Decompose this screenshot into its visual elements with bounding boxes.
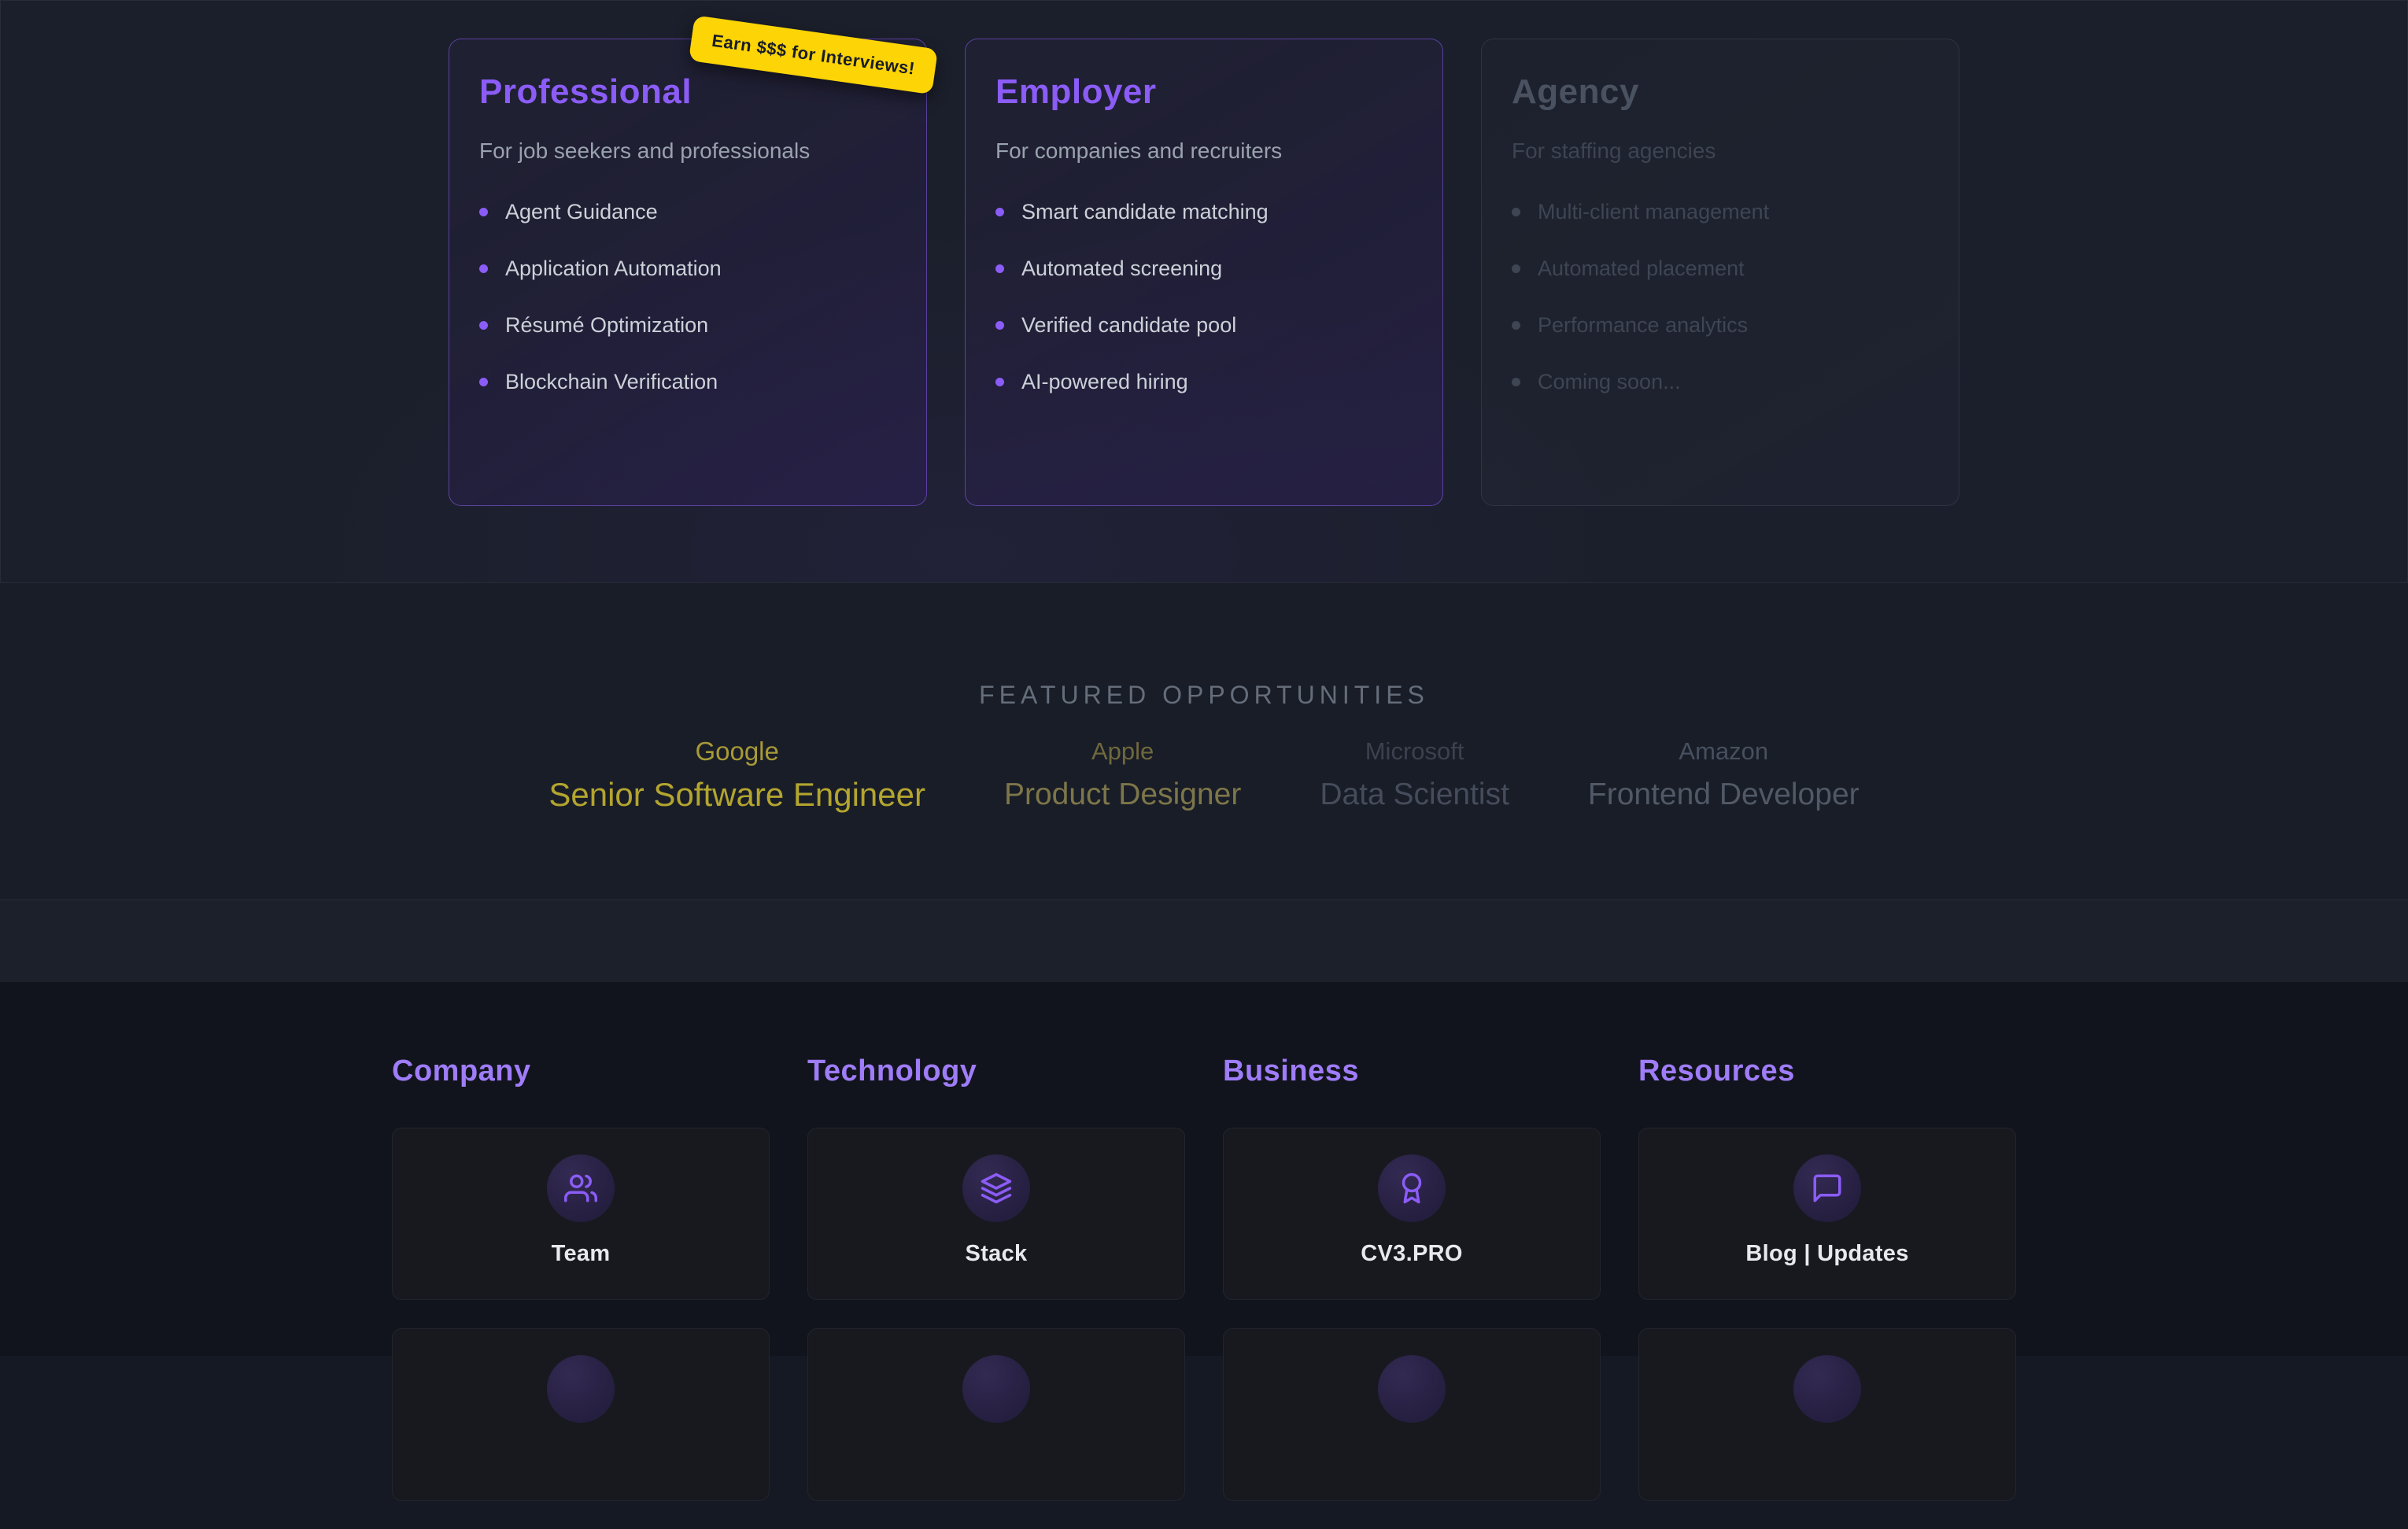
feature-label: Automated screening (1021, 257, 1223, 280)
footer-card-blog-updates[interactable]: Blog | Updates (1638, 1128, 2016, 1300)
feature-label: Performance analytics (1538, 313, 1749, 337)
plan-title: Employer (995, 72, 1157, 111)
plan-title: Agency (1512, 72, 1639, 111)
footer-heading-resources: Resources (1638, 1054, 1795, 1088)
partial-card-icon-circle (1793, 1355, 1861, 1423)
feature-label: AI-powered hiring (1021, 370, 1188, 393)
bullet-dot-icon (995, 320, 1004, 330)
bullet-dot-icon (1512, 264, 1520, 273)
bullet-dot-icon (995, 264, 1004, 273)
plan-feature: Verified candidate pool (995, 314, 1413, 336)
plan-feature: Blockchain Verification (479, 371, 896, 393)
footer-card-partial[interactable] (1223, 1328, 1601, 1501)
plan-card-professional[interactable]: Professional For job seekers and professi… (449, 39, 927, 506)
plan-feature: Coming soon... (1512, 371, 1929, 393)
footer-column-resources: Resources Blog | Updates (1638, 1054, 2016, 1529)
feature-label: Application Automation (505, 257, 722, 280)
feature-label: Verified candidate pool (1021, 313, 1237, 337)
plan-feature: Automated screening (995, 257, 1413, 279)
footer-card-partial[interactable] (1638, 1328, 2016, 1501)
feature-label: Multi-client management (1538, 200, 1770, 223)
plan-feature-list: Multi-client management Automated placeme… (1512, 201, 1929, 393)
featured-job-apple: Apple Product Designer (1004, 738, 1241, 812)
bullet-dot-icon (1512, 377, 1520, 386)
bullet-dot-icon (479, 377, 488, 386)
featured-opportunities-section: FEATURED OPPORTUNITIES Google Senior Soft… (0, 583, 2408, 899)
footer-card-label: Stack (965, 1241, 1028, 1266)
footer-card-label: CV3.PRO (1361, 1241, 1463, 1266)
job-role: Data Scientist (1320, 777, 1509, 811)
plan-feature: Application Automation (479, 257, 896, 279)
job-company: Google (695, 737, 779, 766)
footer-card-cv3-pro[interactable]: CV3.PRO (1223, 1128, 1601, 1300)
footer-card-label: Blog | Updates (1745, 1241, 1909, 1266)
plan-feature: Performance analytics (1512, 314, 1929, 336)
plan-feature-list: Agent Guidance Application Automation Résu… (479, 201, 896, 393)
bullet-dot-icon (995, 377, 1004, 386)
footer-column-company: Company Team (392, 1054, 770, 1529)
featured-heading: FEATURED OPPORTUNITIES (979, 681, 1429, 709)
plans-section: Earn $$$ for Interviews! Professional For… (0, 0, 2408, 583)
plan-title: Professional (479, 72, 692, 111)
plan-feature: Agent Guidance (479, 201, 896, 223)
users-icon (547, 1154, 615, 1222)
bullet-dot-icon (1512, 320, 1520, 330)
job-company: Apple (1091, 737, 1154, 765)
award-icon (1378, 1154, 1446, 1222)
featured-job-amazon: Amazon Frontend Developer (1588, 738, 1860, 812)
footer-card-label: Team (551, 1241, 611, 1266)
bullet-dot-icon (479, 320, 488, 330)
footer-card-team[interactable]: Team (392, 1128, 770, 1300)
feature-label: Résumé Optimization (505, 313, 709, 337)
feature-label: Agent Guidance (505, 200, 658, 223)
bullet-dot-icon (479, 264, 488, 273)
footer-column-technology: Technology Stack (807, 1054, 1185, 1529)
plan-card-agency: Agency For staffing agencies Multi-client … (1481, 39, 1959, 506)
job-role: Product Designer (1003, 777, 1242, 811)
plan-subtitle: For job seekers and professionals (479, 138, 811, 163)
footer-card-stack[interactable]: Stack (807, 1128, 1185, 1300)
plan-feature: Résumé Optimization (479, 314, 896, 336)
partial-card-icon-circle (1378, 1355, 1446, 1423)
plan-feature: Multi-client management (1512, 201, 1929, 223)
bullet-dot-icon (995, 207, 1004, 216)
bullet-dot-icon (479, 207, 488, 216)
footer-heading-business: Business (1223, 1054, 1359, 1088)
footer-card-partial[interactable] (392, 1328, 770, 1501)
plan-subtitle: For companies and recruiters (995, 138, 1283, 163)
footer: Company Team Technology Stack Business CV3.PR… (0, 982, 2408, 1501)
plan-feature: Automated placement (1512, 257, 1929, 279)
footer-heading-technology: Technology (807, 1054, 977, 1088)
feature-label: Automated placement (1538, 257, 1745, 280)
job-company: Amazon (1679, 737, 1769, 765)
bullet-dot-icon (1512, 207, 1520, 216)
plan-feature: Smart candidate matching (995, 201, 1413, 223)
footer-card-partial[interactable] (807, 1328, 1185, 1501)
plan-subtitle: For staffing agencies (1512, 138, 1716, 163)
featured-job-microsoft: Microsoft Data Scientist (1320, 738, 1509, 812)
featured-jobs-row: Google Senior Software Engineer Apple Produ… (0, 738, 2408, 812)
partial-card-icon-circle (547, 1355, 615, 1423)
footer-column-business: Business CV3.PRO (1223, 1054, 1601, 1529)
feature-label: Blockchain Verification (505, 370, 718, 393)
job-role: Frontend Developer (1587, 777, 1860, 811)
job-role: Senior Software Engineer (548, 776, 925, 813)
footer-heading-company: Company (392, 1054, 531, 1088)
chat-icon (1793, 1154, 1861, 1222)
partial-card-icon-circle (962, 1355, 1030, 1423)
plan-feature-list: Smart candidate matching Automated screen… (995, 201, 1413, 393)
footer-columns: Company Team Technology Stack Business CV3.PR… (0, 1054, 2408, 1529)
featured-job-google: Google Senior Software Engineer (548, 738, 925, 812)
layers-icon (962, 1154, 1030, 1222)
plan-card-employer[interactable]: Employer For companies and recruiters Smar… (965, 39, 1443, 506)
job-company: Microsoft (1365, 737, 1464, 765)
plan-cards-row: Professional For job seekers and professi… (1, 1, 2407, 506)
feature-label: Smart candidate matching (1021, 200, 1269, 223)
plan-feature: AI-powered hiring (995, 371, 1413, 393)
section-divider-band (0, 899, 2408, 982)
feature-label: Coming soon... (1538, 370, 1681, 393)
